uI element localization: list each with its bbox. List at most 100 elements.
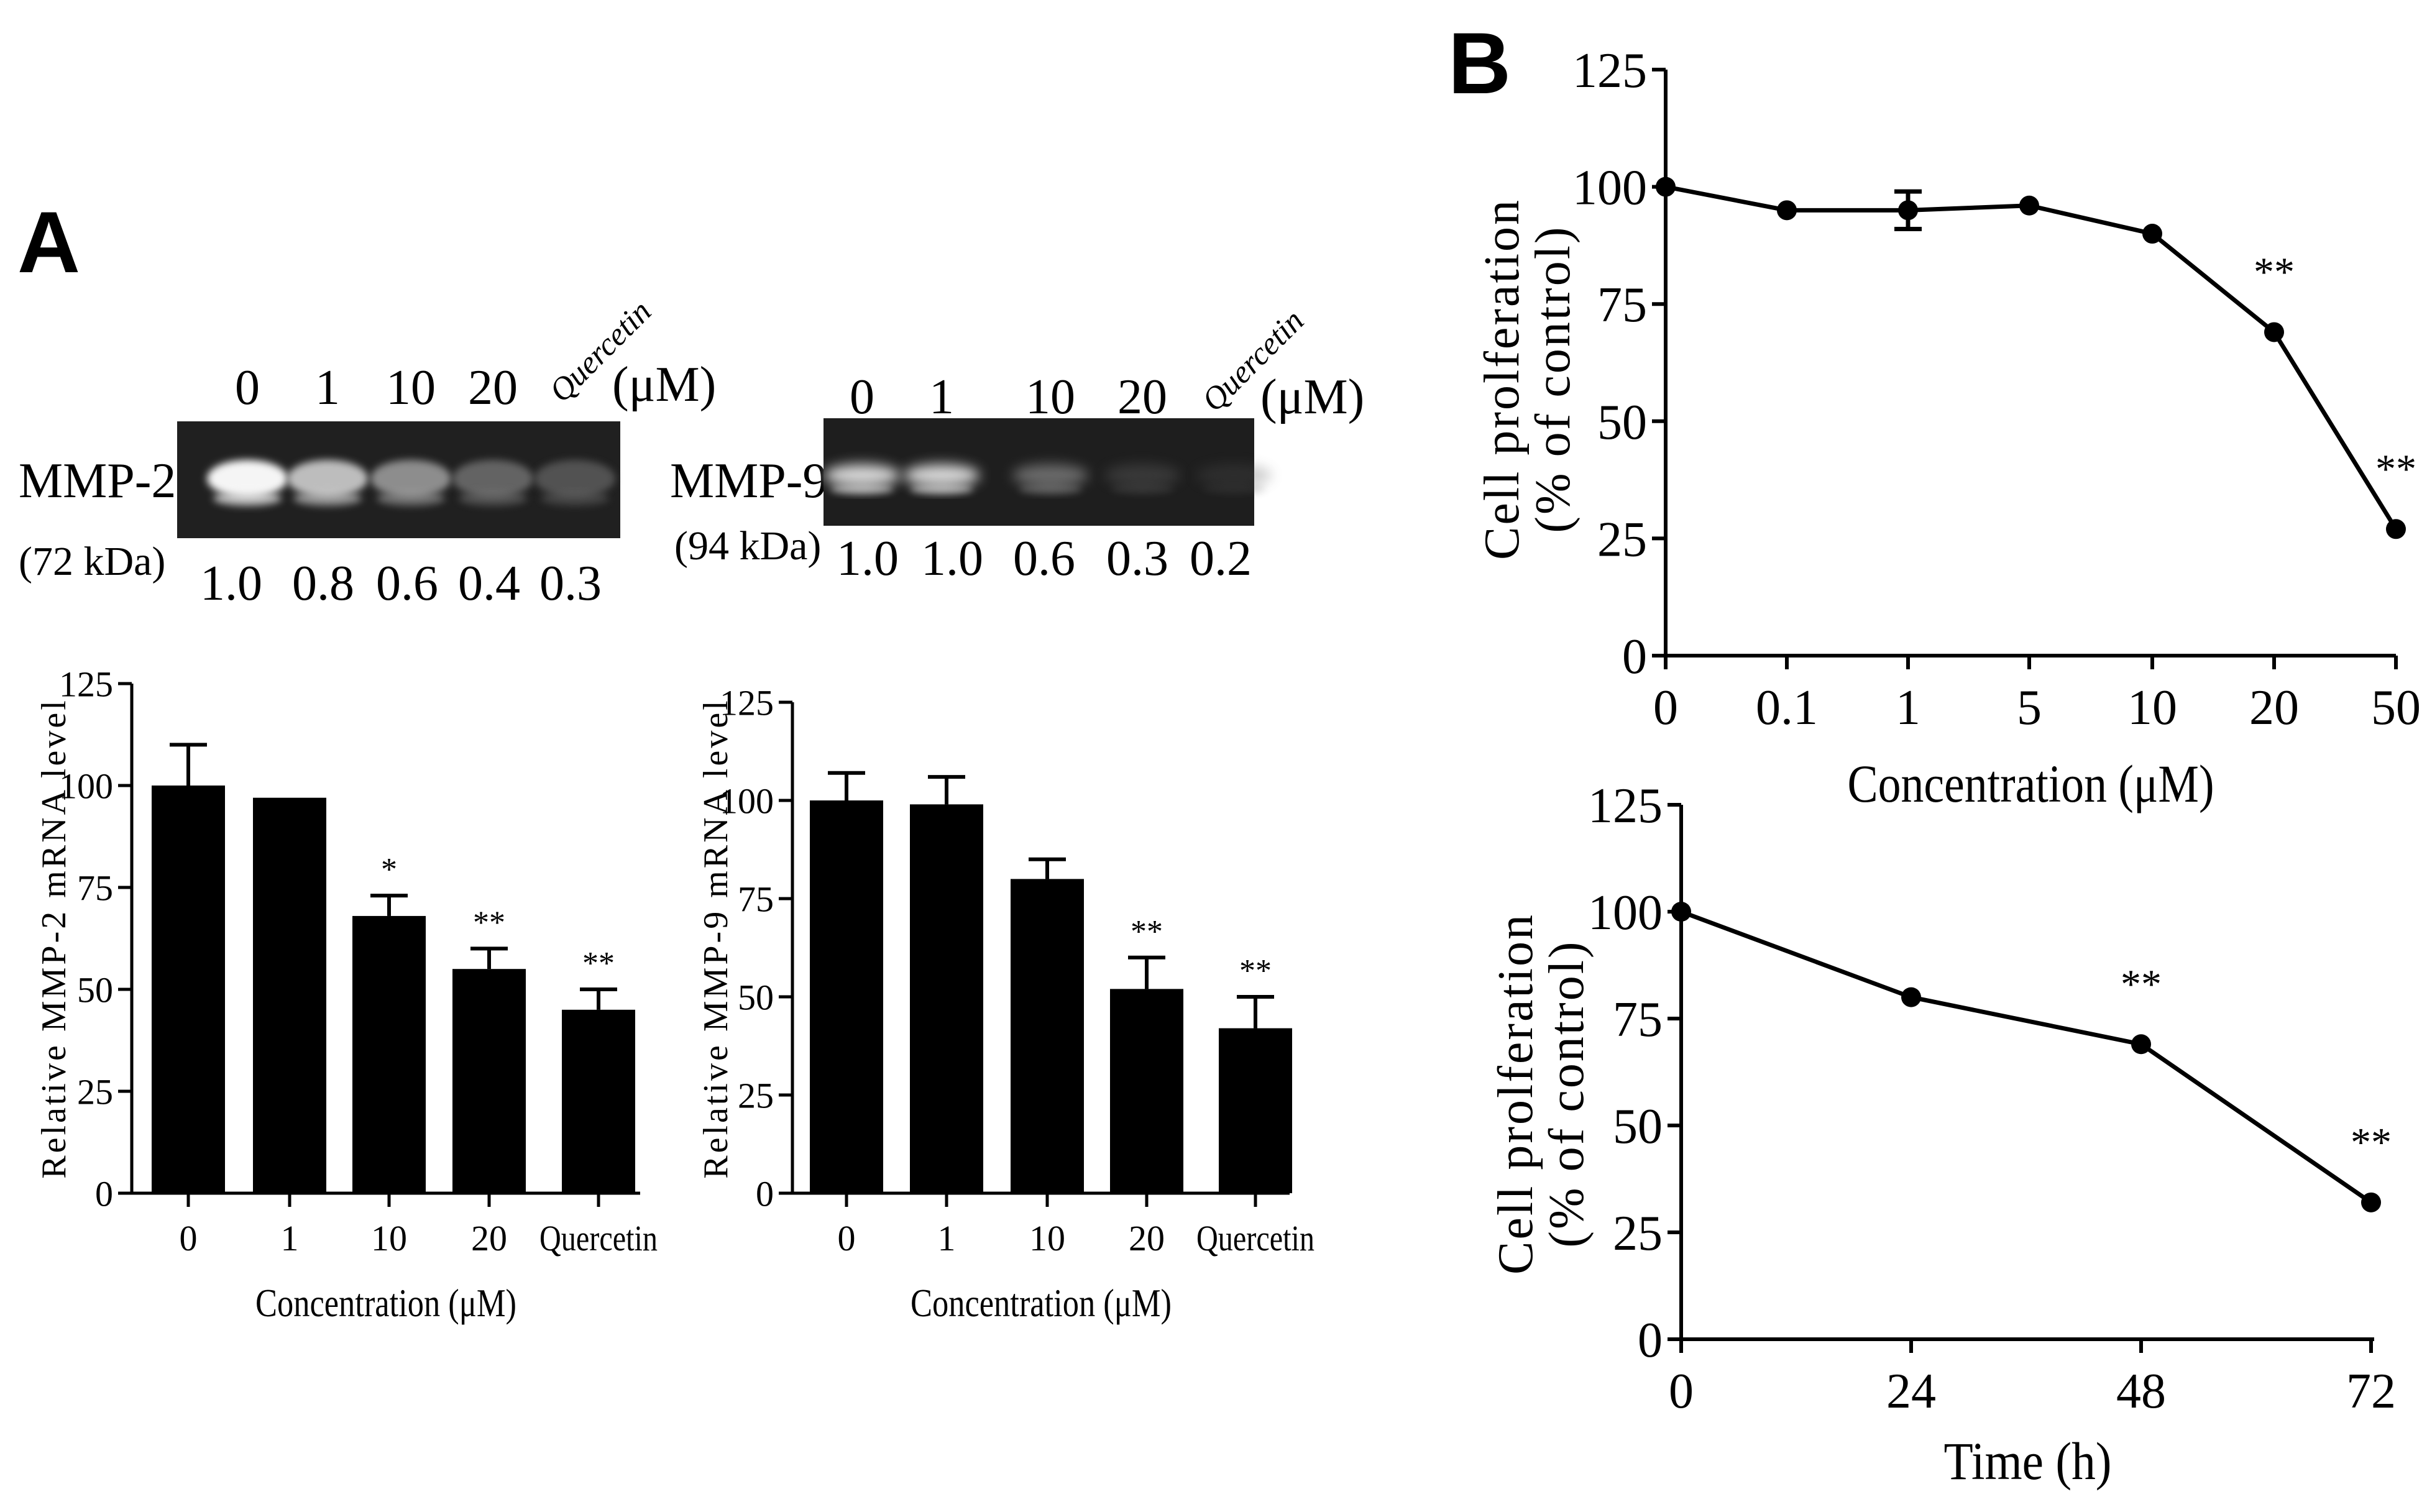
chart-mmp2-bar xyxy=(152,786,225,1193)
chart-mmp2-significance: ** xyxy=(582,946,615,981)
chart-prolif-conc-point xyxy=(2386,519,2406,539)
chart-mmp2-x-label: Concentration (μM) xyxy=(255,1281,516,1325)
chart-mmp2-bar xyxy=(253,797,326,1193)
gel-mmp9-band xyxy=(824,464,900,487)
chart-prolif-time-point xyxy=(2361,1192,2381,1212)
chart-prolif-time-x-tick-label: 0 xyxy=(1669,1364,1694,1419)
chart-mmp2-y-tick-label: 0 xyxy=(95,1173,113,1214)
chart-prolif-time-x-label: Time (h) xyxy=(1944,1431,2112,1491)
chart-prolif-conc-y-tick-label: 75 xyxy=(1597,278,1647,332)
gel-mmp9-band xyxy=(1012,464,1088,487)
chart-prolif-conc-x-tick-label: 0.1 xyxy=(1756,680,1818,735)
chart-mmp9-y-tick-label: 75 xyxy=(738,879,774,919)
chart-prolif-time-significance: ** xyxy=(2121,961,2162,1007)
gel-mmp2-band-lower xyxy=(213,491,282,506)
chart-mmp2-y-tick-label: 75 xyxy=(77,868,113,908)
chart-prolif-conc-x-tick-label: 10 xyxy=(2127,680,2177,735)
chart-mmp9-y-label: Relative MMP-9 mRNA level xyxy=(697,698,735,1179)
chart-mmp9-significance: ** xyxy=(1131,914,1163,950)
chart-mmp9-x-tick-label: 0 xyxy=(838,1218,856,1258)
gel-mmp9-band-lower xyxy=(830,484,894,494)
chart-prolif-time-y-tick-label: 50 xyxy=(1613,1099,1663,1154)
chart-mmp9-y-tick-label: 25 xyxy=(738,1075,774,1116)
chart-mmp9-y-tick-label: 0 xyxy=(756,1173,774,1214)
chart-mmp9-bar xyxy=(1110,989,1183,1193)
chart-prolif-time-y-tick-label: 100 xyxy=(1588,886,1663,940)
chart-mmp2-significance: * xyxy=(381,852,397,887)
chart-prolif-time-x-tick-label: 48 xyxy=(2116,1364,2166,1419)
gel-mmp9-ratio: 0.3 xyxy=(1106,531,1168,586)
chart-mmp9-x-tick-label: 1 xyxy=(938,1218,956,1258)
chart-prolif-conc-point xyxy=(1898,200,1918,221)
chart-mmp9-mrna: 0 25 50 75 100 125 0 1 10 20 Quercetin Concentratio… xyxy=(697,682,1314,1325)
chart-prolif-conc-significance: ** xyxy=(2254,249,2295,295)
gel-mmp9-name: MMP-9 xyxy=(670,454,827,508)
chart-mmp9-significance: ** xyxy=(1239,953,1272,989)
gel-mmp9-band xyxy=(1104,464,1180,487)
gel-mmp2-unit: (μM) xyxy=(612,357,716,412)
chart-proliferation-concentration: 0 25 50 75 100 125 0 0.1 1 5 10 20 50 Concentration (… xyxy=(1475,44,2421,813)
gel-mmp9-ratio: 1.0 xyxy=(837,531,899,586)
chart-proliferation-time: 0 25 50 75 100 125 0 24 48 72 Time (h) Cell prolfer… xyxy=(1489,779,2396,1491)
gel-mmp9-ratio: 0.6 xyxy=(1013,531,1075,586)
chart-prolif-time-y-tick-label: 125 xyxy=(1588,779,1663,833)
chart-prolif-time-point xyxy=(2131,1034,2151,1055)
chart-prolif-conc-x-tick-label: 50 xyxy=(2371,680,2421,735)
chart-mmp9-bar xyxy=(810,800,883,1193)
chart-prolif-conc-point xyxy=(1656,176,1676,197)
gel-mmp2-ratio: 0.6 xyxy=(376,556,438,611)
chart-prolif-conc-x-tick-label: 20 xyxy=(2249,680,2299,735)
gel-mmp2-ratio: 0.3 xyxy=(539,556,602,611)
chart-mmp9-y-tick-label: 50 xyxy=(738,977,774,1017)
chart-mmp2-x-tick-label: 0 xyxy=(180,1218,198,1258)
gel-mmp9-band-lower xyxy=(1019,484,1082,494)
chart-prolif-conc-x-tick-label: 5 xyxy=(2017,680,2042,735)
chart-prolif-time-y-tick-label: 0 xyxy=(1638,1313,1663,1368)
chart-prolif-time-y-tick-label: 75 xyxy=(1613,992,1663,1047)
gel-mmp2-ratio: 1.0 xyxy=(200,556,262,611)
gel-mmp2-lane-label: 20 xyxy=(468,360,518,415)
gel-mmp2-band-lower xyxy=(541,491,609,506)
chart-prolif-time-significance: ** xyxy=(2351,1120,2392,1165)
gel-mmp2-band xyxy=(370,460,451,497)
chart-prolif-time-point xyxy=(1671,902,1691,922)
gel-mmp2-band-lower xyxy=(293,491,362,506)
chart-mmp2-x-tick-label: 1 xyxy=(281,1218,299,1258)
chart-mmp9-y-tick-label: 100 xyxy=(720,781,774,821)
chart-mmp2-bar xyxy=(452,969,526,1193)
gel-mmp9-lane-label: 20 xyxy=(1117,370,1167,424)
chart-prolif-time-point xyxy=(1901,987,1921,1007)
chart-prolif-time-x-tick-label: 24 xyxy=(1886,1364,1936,1419)
chart-prolif-conc-point xyxy=(2142,224,2162,244)
gel-mmp9: MMP-9 (94 kDa) (μM) 0 1 10 20 Quercetin 1.0 1… xyxy=(670,303,1364,586)
chart-mmp9-bar xyxy=(910,804,983,1193)
panel-label-b: B xyxy=(1448,14,1511,112)
chart-prolif-time-series-line xyxy=(1680,909,2372,1204)
gel-mmp9-band xyxy=(1196,464,1272,487)
chart-prolif-conc-y-tick-label: 0 xyxy=(1622,630,1647,684)
gel-mmp9-band-lower xyxy=(1111,484,1174,494)
gel-mmp2-band xyxy=(534,460,615,497)
chart-mmp2-x-tick-label: Quercetin xyxy=(539,1218,658,1258)
chart-mmp9-x-tick-label: 20 xyxy=(1129,1218,1165,1258)
gel-mmp9-lane-label: 10 xyxy=(1025,370,1075,424)
panel-label-a: A xyxy=(17,193,80,291)
chart-mmp9-y-tick-label: 125 xyxy=(720,682,774,723)
chart-mmp9-x-tick-label: 10 xyxy=(1029,1218,1065,1258)
gel-mmp2-name: MMP-2 xyxy=(19,454,176,508)
chart-prolif-time-y-label: (% of control) xyxy=(1539,940,1594,1247)
gel-mmp2-band-lower xyxy=(377,491,445,506)
chart-mmp2-y-tick-label: 100 xyxy=(59,766,113,806)
gel-mmp9-lane-label: 0 xyxy=(850,370,874,424)
gel-mmp9-ratio: 1.0 xyxy=(921,531,983,586)
chart-mmp9-bar xyxy=(1219,1028,1292,1193)
gel-mmp9-band xyxy=(904,464,980,487)
gel-mmp2-band xyxy=(287,460,368,497)
chart-mmp2-bar xyxy=(352,915,426,1193)
chart-mmp2-x-tick-label: 20 xyxy=(471,1218,507,1258)
chart-prolif-conc-y-label: Cell prolferation xyxy=(1475,198,1530,560)
chart-prolif-conc-y-tick-label: 125 xyxy=(1572,44,1647,98)
gel-mmp2-ratio: 0.8 xyxy=(292,556,354,611)
chart-prolif-conc-series-line xyxy=(1665,185,2398,531)
